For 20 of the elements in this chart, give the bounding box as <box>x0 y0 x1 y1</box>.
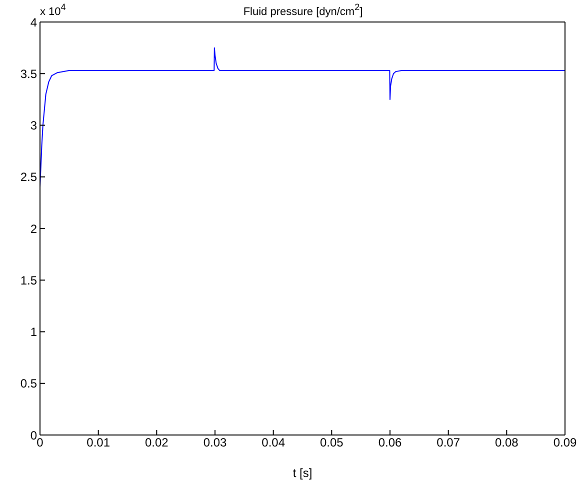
x-tick-label: 0.02 <box>144 436 169 450</box>
y-tick-label: 2.5 <box>20 170 38 184</box>
y-tick-label: 3.5 <box>20 66 38 81</box>
y-tick-label: 1.5 <box>20 273 38 288</box>
x-tick-label: 0.05 <box>320 436 344 450</box>
y-tick-label: 4 <box>30 15 38 30</box>
x-tick-label: 0.07 <box>436 436 460 450</box>
x-tick-label: 0.03 <box>203 436 227 450</box>
y-tick-label: 0.5 <box>20 376 38 391</box>
x-tick-label: 0.04 <box>262 436 286 450</box>
x-tick-label: 0.09 <box>553 436 577 450</box>
y-tick-label: 2 <box>30 222 38 236</box>
x-tick-label: 0.06 <box>378 436 402 450</box>
x-tick-label: 0.08 <box>494 436 519 450</box>
x-axis-title: t [s] <box>292 466 312 480</box>
y-tick-label: 1 <box>30 325 38 340</box>
chart-title: Fluid pressure [dyn/cm$^{2}$] <box>243 2 363 18</box>
x-tick-label: 0.01 <box>86 436 110 450</box>
y-tick-label: 3 <box>30 118 38 133</box>
text: x 10$^{4}$ <box>40 2 66 18</box>
